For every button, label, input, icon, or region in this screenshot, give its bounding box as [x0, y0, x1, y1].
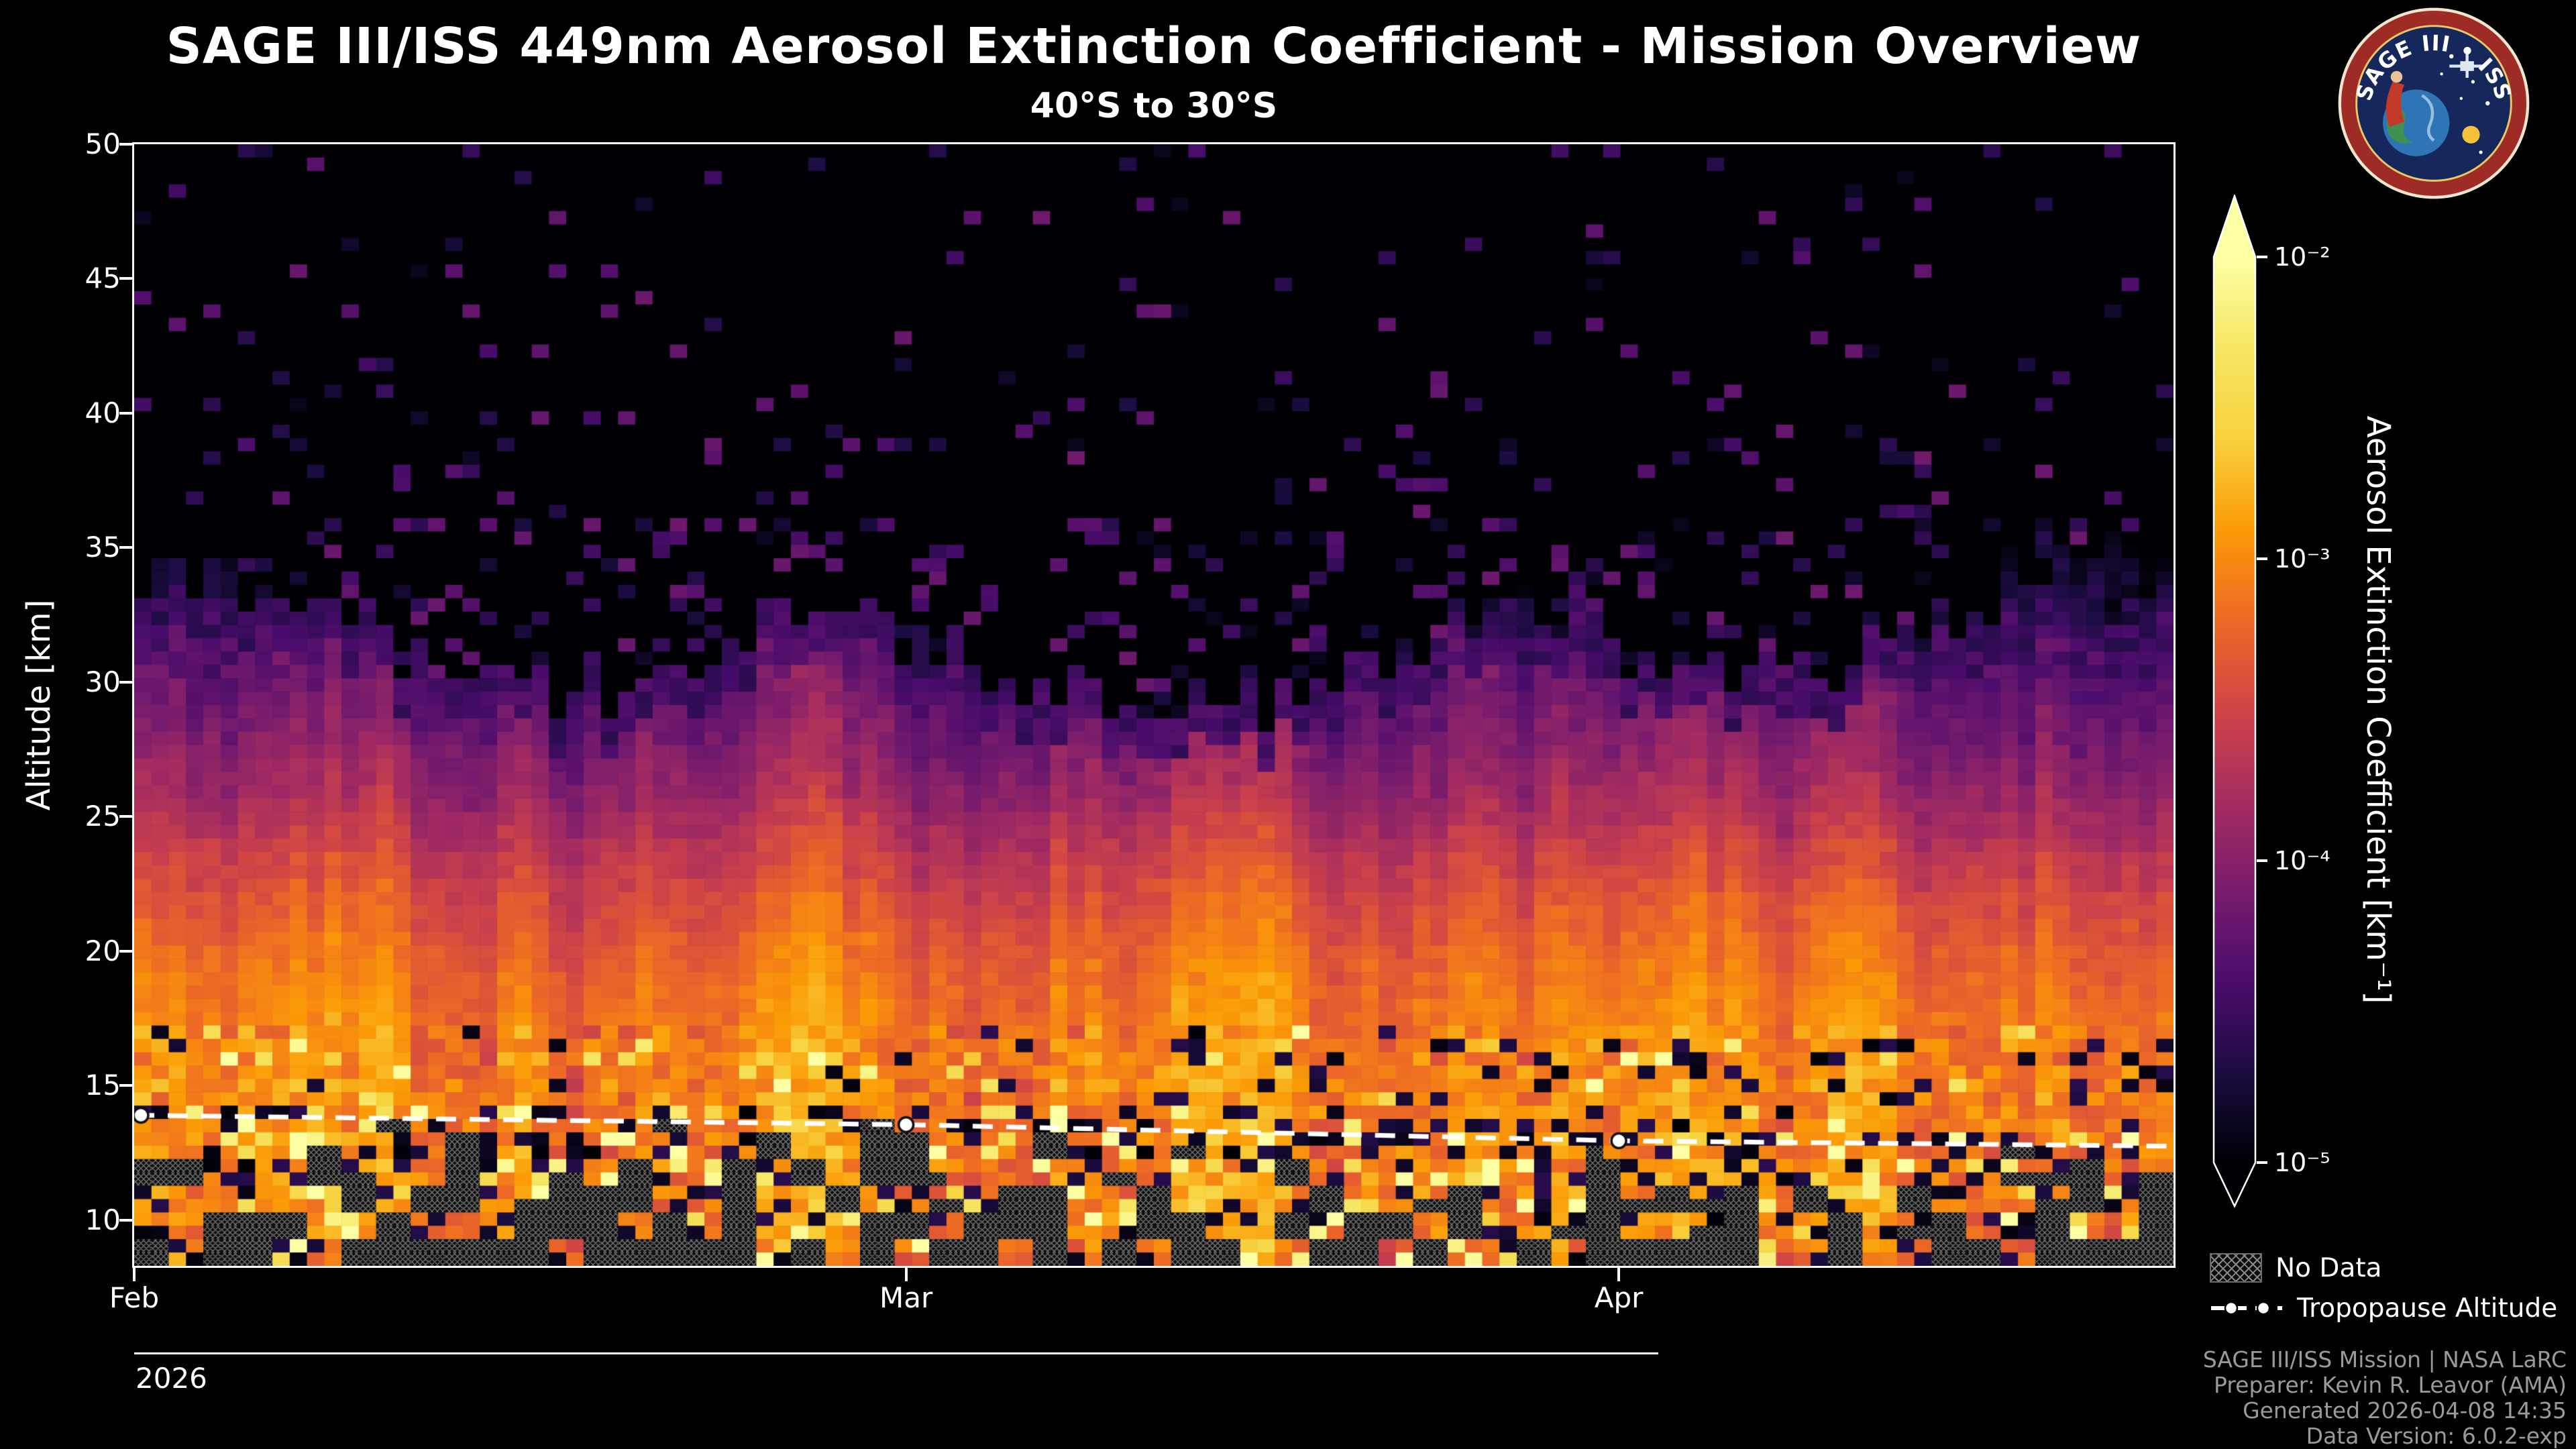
footer-line-generated: Generated 2026-04-08 14:35: [2243, 1397, 2567, 1424]
no-data-label: No Data: [2275, 1252, 2382, 1283]
colorbar-tick-label: 10⁻²: [2274, 242, 2330, 272]
y-tick-mark: [119, 680, 133, 684]
no-data-hatch-swatch-icon: [2210, 1253, 2262, 1283]
colorbar-tick-label: 10⁻⁵: [2274, 1148, 2330, 1177]
y-tick-label: 35: [85, 531, 121, 564]
y-tick-label: 20: [85, 934, 121, 967]
colorbar: [2212, 195, 2257, 1208]
chart-title: SAGE III/ISS 449nm Aerosol Extinction Co…: [166, 17, 2142, 75]
x-tick-label: Mar: [879, 1281, 933, 1314]
x-tick-label: Apr: [1594, 1281, 1644, 1314]
year-axis-line: [134, 1352, 1658, 1354]
colorbar-tick-mark: [2257, 256, 2267, 258]
footer-line-preparer: Preparer: Kevin R. Leavor (AMA): [2214, 1372, 2567, 1398]
sage-iss-mission-logo-icon: SAGE III • ISS: [2338, 7, 2530, 199]
y-tick-mark: [119, 411, 133, 415]
colorbar-tick-mark: [2257, 1161, 2267, 1164]
footer-credits: SAGE III/ISS Mission | NASA LaRC Prepare…: [2203, 1347, 2567, 1449]
legend-tropopause-row: Tropopause Altitude: [2210, 1293, 2558, 1324]
y-tick-label: 40: [85, 396, 121, 429]
x-tick-mark: [1617, 1268, 1621, 1281]
y-tick-mark: [119, 143, 133, 146]
legend-no-data-row: No Data: [2210, 1253, 2557, 1283]
latitude-band-subtitle: 40°S to 30°S: [1030, 86, 1278, 126]
logo-sun: [2462, 125, 2480, 144]
x-tick-mark: [133, 1268, 136, 1281]
y-tick-mark: [119, 1218, 133, 1222]
colorbar-axis-label: Aerosol Extinction Coefficient [km⁻¹]: [2359, 415, 2397, 1004]
y-tick-mark: [119, 546, 133, 549]
y-tick-label: 10: [85, 1203, 121, 1236]
legend: No Data Tropopause Altitude: [2210, 1253, 2557, 1334]
y-tick-mark: [119, 949, 133, 953]
y-tick-mark: [119, 1084, 133, 1087]
aerosol-heatmap-canvas: [134, 144, 2174, 1266]
tropopause-line-swatch-icon: [2211, 1301, 2282, 1316]
y-tick-label: 30: [85, 665, 121, 698]
logo-sage-figure: [2385, 81, 2405, 127]
y-tick-label: 25: [85, 800, 121, 833]
colorbar-tick-label: 10⁻⁴: [2274, 846, 2330, 875]
y-tick-label: 45: [85, 262, 121, 295]
x-tick-mark: [904, 1268, 908, 1281]
y-tick-mark: [119, 277, 133, 280]
footer-line-mission: SAGE III/ISS Mission | NASA LaRC: [2202, 1346, 2567, 1373]
year-label: 2026: [136, 1362, 207, 1395]
y-tick-mark: [119, 815, 133, 818]
y-tick-label: 15: [85, 1069, 121, 1102]
colorbar-tick-mark: [2257, 859, 2267, 862]
tropopause-label: Tropopause Altitude: [2297, 1293, 2558, 1324]
colorbar-tick-label: 10⁻³: [2274, 544, 2330, 574]
colorbar-tick-mark: [2257, 557, 2267, 560]
footer-line-data-version: Data Version: 6.0.2-exp: [2306, 1423, 2567, 1449]
y-axis-label: Altitude [km]: [20, 599, 58, 811]
y-tick-label: 50: [85, 127, 121, 160]
x-tick-label: Feb: [109, 1281, 160, 1314]
